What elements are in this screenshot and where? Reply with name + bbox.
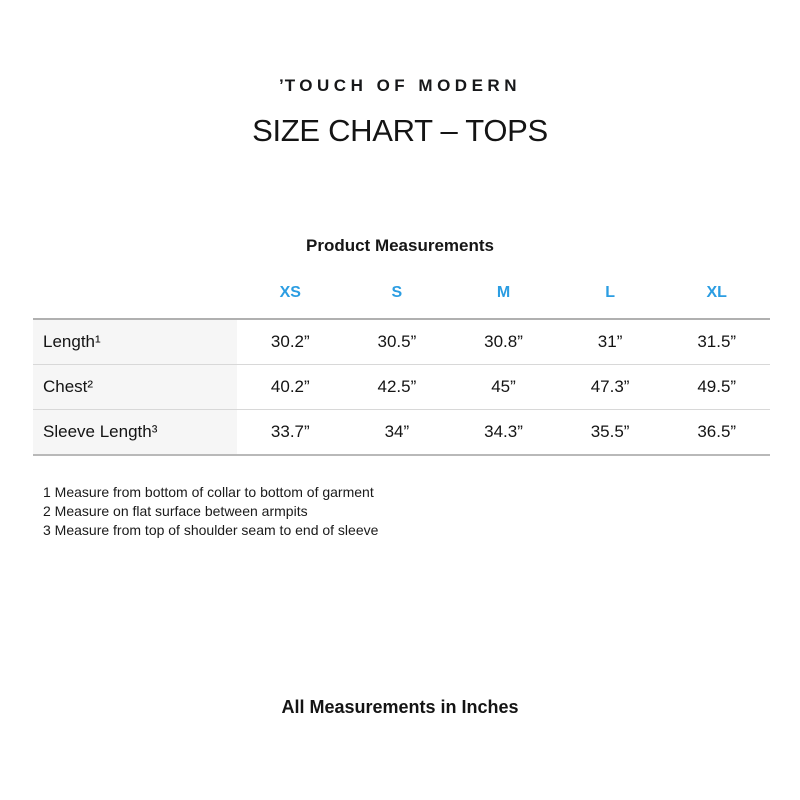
- footnotes: 1 Measure from bottom of collar to botto…: [43, 483, 800, 540]
- size-col-s: S: [391, 284, 403, 301]
- cell-sleeve-s: 34”: [384, 422, 410, 441]
- brand-logo-text: TOUCH OF MODERN: [284, 76, 521, 95]
- page-title: SIZE CHART – TOPS: [252, 113, 548, 148]
- brand-logo: ʼTOUCH OF MODERN: [0, 0, 800, 96]
- table-row-chest: Chest² 40.2” 42.5” 45” 47.3” 49.5”: [33, 364, 770, 409]
- cell-chest-xl: 49.5”: [697, 377, 737, 396]
- size-col-m: M: [496, 284, 511, 301]
- row-label: Sleeve Length³: [33, 410, 237, 454]
- cell-chest-xs: 40.2”: [270, 377, 310, 396]
- cell-length-l: 31”: [597, 332, 623, 351]
- table-row-sleeve-length: Sleeve Length³ 33.7” 34” 34.3” 35.5” 36.…: [33, 409, 770, 454]
- row-label: Chest²: [33, 365, 237, 409]
- table-body: Length¹ 30.2” 30.5” 30.8” 31” 31.5” Ches…: [33, 318, 770, 456]
- footnote-1: 1 Measure from bottom of collar to botto…: [43, 484, 374, 500]
- cell-sleeve-l: 35.5”: [590, 422, 630, 441]
- cell-length-xs: 30.2”: [270, 332, 310, 351]
- cell-sleeve-m: 34.3”: [484, 422, 523, 441]
- cell-chest-l: 47.3”: [590, 377, 630, 396]
- cell-sleeve-xl: 36.5”: [697, 422, 737, 441]
- cell-length-m: 30.8”: [484, 332, 523, 351]
- footer-note: All Measurements in Inches: [281, 697, 519, 717]
- logo-mark-icon: ʼ: [279, 76, 284, 95]
- measurements-table: XS S M L XL Length¹ 30.2” 30.5” 30.8” 31…: [33, 284, 770, 456]
- size-col-l: L: [605, 284, 615, 301]
- cell-chest-m: 45”: [491, 377, 516, 396]
- size-header-row: XS S M L XL: [33, 284, 770, 302]
- section-heading: Product Measurements: [306, 236, 494, 255]
- size-col-xl: XL: [706, 284, 727, 301]
- cell-chest-s: 42.5”: [377, 377, 417, 396]
- footnote-2: 2 Measure on flat surface between armpit…: [43, 503, 308, 519]
- cell-length-s: 30.5”: [377, 332, 417, 351]
- row-label: Length¹: [33, 320, 237, 364]
- size-col-xs: XS: [279, 284, 301, 301]
- cell-length-xl: 31.5”: [697, 332, 737, 351]
- cell-sleeve-xs: 33.7”: [270, 422, 310, 441]
- footnote-3: 3 Measure from top of shoulder seam to e…: [43, 522, 379, 538]
- table-row-length: Length¹ 30.2” 30.5” 30.8” 31” 31.5”: [33, 320, 770, 364]
